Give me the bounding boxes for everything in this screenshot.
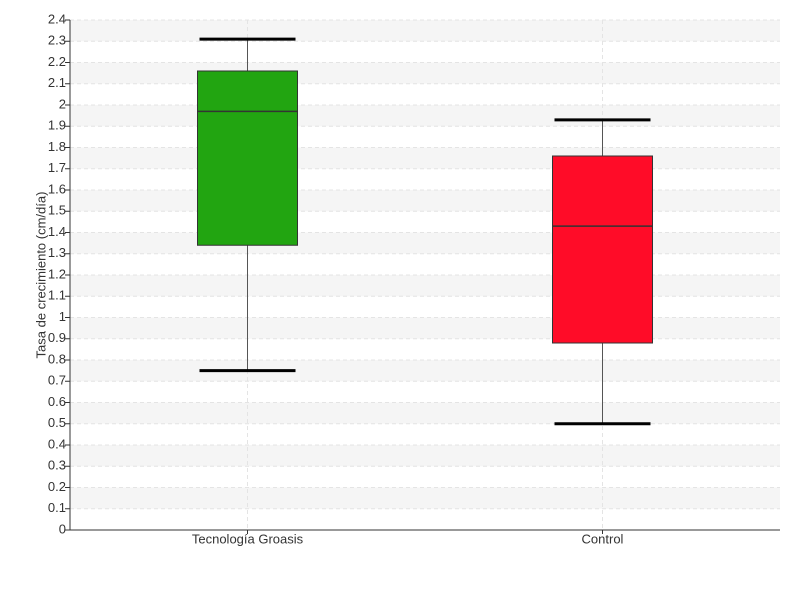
grid-bands	[70, 20, 780, 509]
y-tick-label: 1.5	[48, 203, 66, 218]
y-tick-label: 1.4	[48, 224, 66, 239]
grid-band	[70, 105, 780, 127]
grid-band	[70, 402, 780, 424]
y-tick-label: 0.8	[48, 351, 66, 366]
y-tick-label: 0.6	[48, 394, 66, 409]
y-tick-label: 1.6	[48, 181, 66, 196]
grid-band	[70, 147, 780, 169]
y-tick-label: 0.9	[48, 330, 66, 345]
y-tick-label: 2.1	[48, 75, 66, 90]
x-tick-label: Tecnología Groasis	[192, 531, 304, 546]
box	[197, 70, 298, 246]
y-tick-label: 2.3	[48, 33, 66, 48]
y-tick-label: 1.7	[48, 160, 66, 175]
grid-band	[70, 317, 780, 339]
grid-band	[70, 62, 780, 84]
y-axis-label: Tasa de crecimiento (cm/día)	[33, 192, 48, 359]
y-tick-label: 1	[59, 309, 66, 324]
y-tick-label: 0.2	[48, 479, 66, 494]
grid-band	[70, 360, 780, 382]
y-tick-label: 0	[59, 521, 66, 536]
grid-band	[70, 275, 780, 297]
grid-band	[70, 232, 780, 254]
y-tick-label: 1.8	[48, 139, 66, 154]
grid-band	[70, 20, 780, 42]
y-tick-label: 1.9	[48, 118, 66, 133]
y-tick-label: 1.1	[48, 288, 66, 303]
x-tick-label: Control	[582, 531, 624, 546]
grid-band	[70, 445, 780, 467]
grid-band	[70, 487, 780, 509]
y-tick-label: 1.3	[48, 245, 66, 260]
y-tick-label: 0.4	[48, 436, 66, 451]
y-tick-label: 0.5	[48, 415, 66, 430]
y-tick-label: 2.2	[48, 54, 66, 69]
y-tick-label: 1.2	[48, 266, 66, 281]
box	[552, 155, 653, 344]
y-tick-label: 2	[59, 96, 66, 111]
grid-band	[70, 190, 780, 212]
y-tick-label: 0.7	[48, 373, 66, 388]
y-tick-label: 0.3	[48, 458, 66, 473]
y-tick-label: 2.4	[48, 11, 66, 26]
y-tick-label: 0.1	[48, 500, 66, 515]
